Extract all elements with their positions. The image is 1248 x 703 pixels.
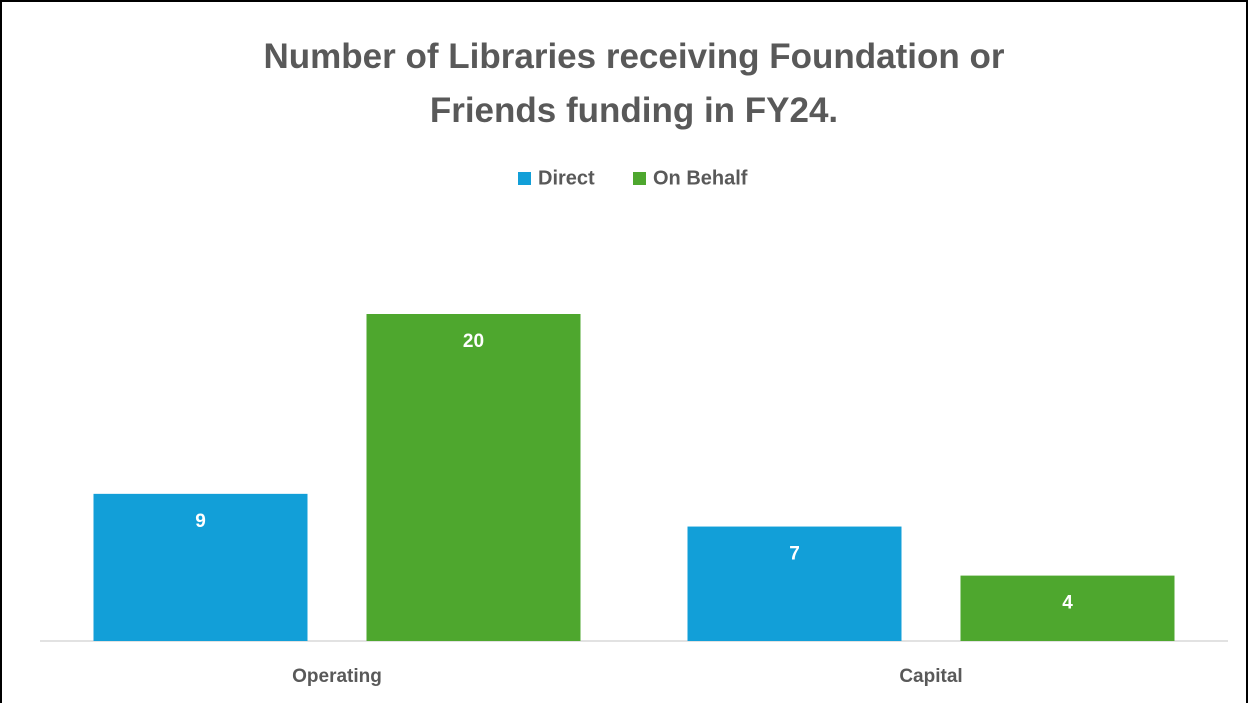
- bar: [687, 526, 902, 641]
- legend-swatch: [633, 172, 646, 185]
- data-label: 7: [789, 544, 800, 565]
- legend-label: On Behalf: [653, 167, 748, 189]
- bar: [366, 314, 581, 641]
- bar: [960, 575, 1175, 641]
- x-tick-label: Capital: [899, 666, 962, 687]
- bar: [93, 493, 308, 641]
- x-tick-label: Operating: [292, 666, 382, 687]
- data-label: 9: [195, 511, 206, 532]
- chart-title: Number of Libraries receiving Foundation…: [263, 37, 1005, 130]
- data-label: 4: [1062, 593, 1073, 614]
- legend-swatch: [518, 172, 531, 185]
- legend-label: Direct: [538, 167, 595, 189]
- data-label: 20: [463, 331, 484, 352]
